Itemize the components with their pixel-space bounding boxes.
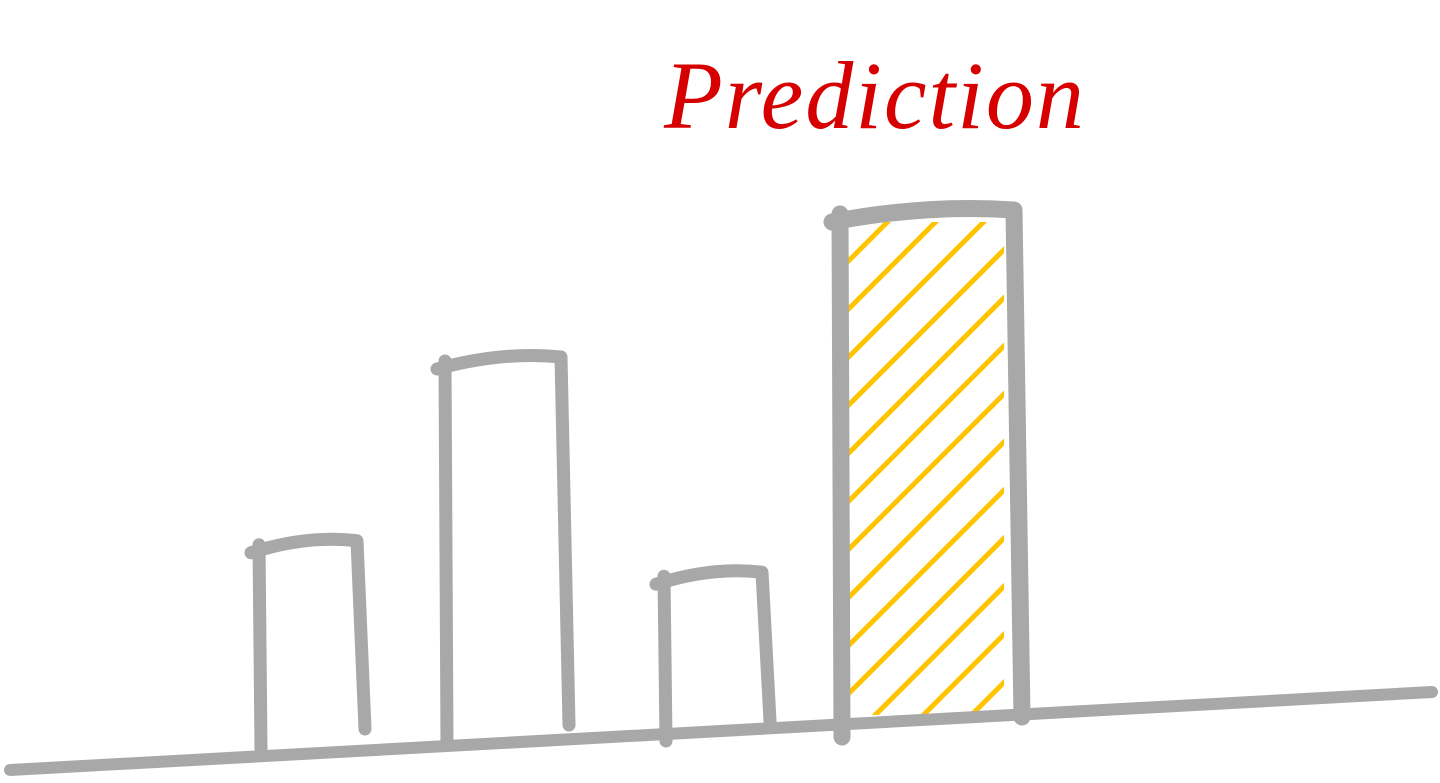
prediction-annotation: Prediction — [663, 42, 1086, 149]
bar-hatch-fill — [848, 222, 1004, 715]
bar-prediction — [823, 200, 1031, 746]
bar-1 — [244, 532, 372, 756]
bar-2 — [430, 349, 576, 752]
x-axis-baseline — [4, 686, 1438, 776]
bar-3 — [649, 564, 777, 748]
bars-layer — [244, 200, 1031, 756]
